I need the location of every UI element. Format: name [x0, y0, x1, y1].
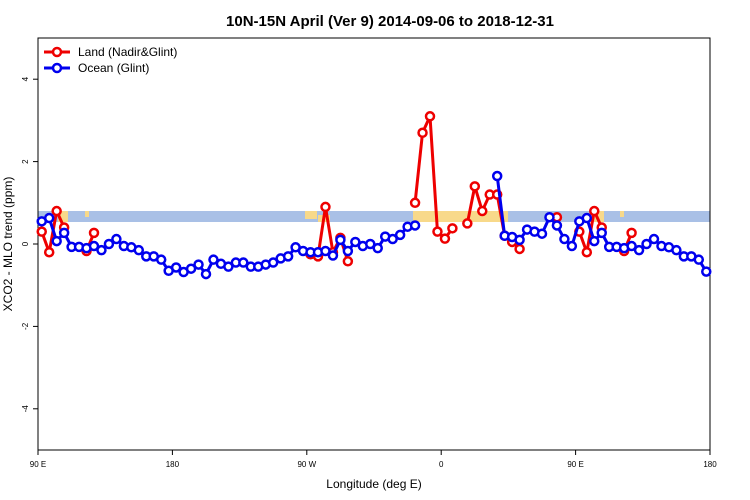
land-strip — [58, 211, 68, 222]
data-point — [133, 244, 145, 256]
x-tick-label: 0 — [439, 460, 444, 469]
data-point — [267, 257, 279, 268]
data-point — [394, 229, 406, 241]
data-point — [58, 227, 70, 239]
data-point — [111, 233, 122, 245]
data-point — [462, 218, 473, 229]
y-tick-label: 2 — [21, 159, 30, 164]
x-tick-label: 180 — [703, 460, 717, 469]
data-point — [103, 238, 115, 250]
land-strip — [620, 211, 624, 217]
data-point — [342, 245, 354, 257]
data-point — [335, 234, 346, 246]
data-point — [514, 234, 525, 246]
y-tick-label: -2 — [21, 322, 30, 330]
y-axis-label: XCO2 - MLO trend (ppm) — [1, 177, 15, 312]
land-strip — [85, 211, 89, 217]
data-point — [566, 240, 578, 252]
data-point — [342, 256, 354, 267]
data-point — [372, 242, 383, 254]
data-point — [170, 262, 182, 273]
x-axis-label: Longitude (deg E) — [326, 477, 421, 491]
data-point — [559, 233, 570, 245]
y-tick-label: -4 — [21, 405, 30, 413]
data-point — [51, 235, 62, 247]
data-point — [424, 111, 436, 122]
legend-label: Ocean (Glint) — [78, 61, 149, 75]
legend-marker — [51, 62, 63, 74]
data-point — [409, 220, 421, 231]
data-point — [409, 197, 421, 209]
data-point — [350, 236, 361, 248]
data-point — [43, 246, 55, 258]
data-point — [626, 240, 637, 252]
data-point — [447, 223, 458, 234]
data-point — [544, 211, 555, 223]
data-point — [88, 227, 100, 239]
x-tick-label: 90 E — [30, 460, 46, 469]
land-strip — [305, 211, 317, 219]
x-tick-label: 90 E — [567, 460, 583, 469]
data-point — [648, 233, 660, 245]
legend-marker — [51, 46, 63, 58]
data-point — [88, 240, 100, 252]
data-point — [185, 263, 197, 274]
y-tick-label: 0 — [21, 241, 30, 246]
data-point — [223, 261, 234, 272]
data-point — [671, 244, 682, 256]
land-strip — [413, 211, 508, 222]
data-point — [514, 243, 525, 255]
data-point — [387, 233, 398, 245]
data-point — [701, 266, 712, 277]
data-point — [320, 201, 331, 213]
map-strip — [38, 211, 710, 222]
data-point — [365, 238, 376, 250]
legend-label: Land (Nadir&Glint) — [78, 45, 177, 59]
data-point — [36, 226, 47, 237]
data-point — [491, 170, 503, 182]
data-point — [439, 233, 451, 244]
data-point — [200, 268, 212, 280]
data-point — [581, 212, 593, 224]
data-point — [469, 181, 481, 192]
data-point — [96, 244, 107, 256]
x-tick-label: 90 W — [297, 460, 316, 469]
data-point — [641, 238, 652, 250]
data-point — [432, 226, 443, 237]
data-point — [320, 245, 331, 257]
data-point — [633, 244, 645, 256]
data-point — [551, 220, 563, 231]
data-point — [626, 227, 637, 239]
y-tick-label: 4 — [21, 76, 30, 81]
data-point — [238, 257, 249, 268]
data-point — [193, 259, 204, 270]
data-point — [536, 228, 548, 239]
data-point — [51, 205, 62, 217]
data-point — [581, 246, 593, 258]
data-point — [417, 127, 428, 139]
data-point — [208, 254, 219, 265]
data-point — [327, 250, 339, 261]
data-point — [596, 227, 607, 239]
chart-title: 10N-15N April (Ver 9) 2014-09-06 to 2018… — [226, 13, 554, 30]
data-point — [589, 235, 600, 247]
data-point — [282, 251, 294, 262]
data-point — [155, 254, 167, 265]
data-point — [477, 205, 488, 217]
data-point — [43, 212, 55, 224]
data-point — [589, 205, 600, 217]
x-tick-label: 180 — [166, 460, 180, 469]
ocean-strip — [38, 211, 710, 222]
data-point — [693, 254, 705, 265]
